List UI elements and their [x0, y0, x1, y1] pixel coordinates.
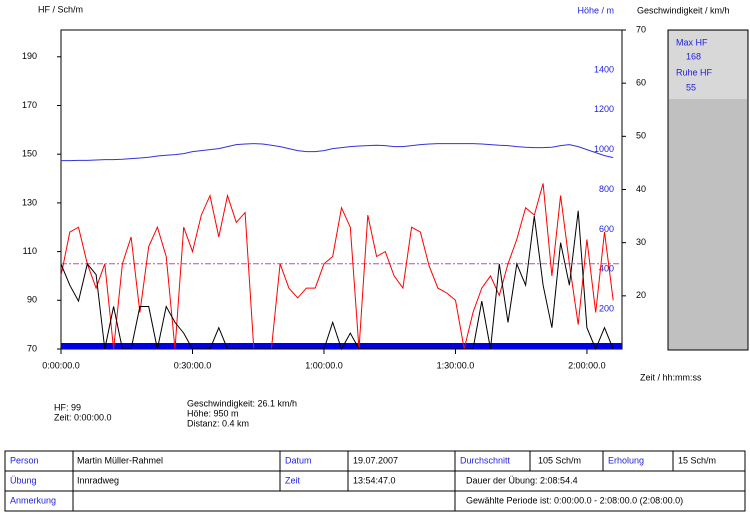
- y-tick-label: 150: [22, 149, 37, 159]
- panel-label: Max HF: [676, 37, 708, 47]
- y3-tick-label: 1200: [594, 104, 614, 114]
- table-cell: 13:54:47.0: [353, 475, 396, 485]
- y-axis-label: HF / Sch/m: [38, 4, 83, 14]
- series-line: [60, 183, 614, 350]
- y3-tick-label: 400: [599, 264, 614, 274]
- table-cell: Martin Müller-Rahmel: [77, 455, 163, 465]
- y-tick-label: 130: [22, 197, 37, 207]
- table-label: Person: [10, 455, 39, 465]
- table-cell: 15 Sch/m: [678, 455, 716, 465]
- table-cell: Innradweg: [77, 475, 119, 485]
- series-line: [61, 143, 614, 162]
- x-tick-label: 1:00:00.0: [305, 360, 343, 370]
- zone-bar: [61, 343, 622, 349]
- table-cell: Gewählte Periode ist: 0:00:00.0 - 2:08:0…: [466, 495, 683, 505]
- panel-label: Ruhe HF: [676, 67, 713, 77]
- y3-tick-label: 1400: [594, 64, 614, 74]
- y2-axis-label: Geschwindigkeit / km/h: [637, 5, 730, 15]
- info-table: [4, 450, 746, 512]
- cursor-info: Geschwindigkeit: 26.1 km/h: [187, 398, 297, 408]
- table-label: Anmerkung: [10, 495, 56, 505]
- y-tick-label: 110: [23, 246, 37, 256]
- y2-tick-label: 40: [636, 184, 646, 194]
- y2-tick-label: 60: [636, 78, 646, 88]
- y2-tick-label: 50: [636, 131, 646, 141]
- table-label: Übung: [10, 475, 37, 485]
- table-label: Durchschnitt: [460, 455, 511, 465]
- cursor-info: HF: 99: [54, 402, 81, 412]
- x-tick-label: 2:00:00.0: [568, 360, 606, 370]
- panel-value: 55: [686, 82, 696, 92]
- y2-tick-label: 70: [636, 24, 646, 34]
- panel-value: 168: [686, 51, 701, 61]
- y-tick-label: 70: [27, 343, 37, 353]
- cursor-info: Distanz: 0.4 km: [187, 418, 249, 428]
- side-panel-top: [669, 31, 747, 99]
- x-axis-label: Zeit / hh:mm:ss: [640, 372, 702, 382]
- y2-tick-label: 30: [636, 237, 646, 247]
- y-tick-label: 190: [22, 51, 37, 61]
- x-tick-label: 0:30:00.0: [174, 360, 212, 370]
- cursor-info: Höhe: 950 m: [187, 408, 239, 418]
- table-label: Zeit: [285, 475, 301, 485]
- series-line: [60, 210, 614, 351]
- y3-axis-label: Höhe / m: [577, 5, 614, 15]
- y-tick-label: 90: [27, 295, 37, 305]
- y2-tick-label: 20: [636, 290, 646, 300]
- y3-tick-label: 200: [599, 304, 614, 314]
- x-tick-label: 1:30:00.0: [437, 360, 475, 370]
- table-label: Datum: [285, 455, 312, 465]
- y3-tick-label: 1000: [594, 144, 614, 154]
- table-cell: 19.07.2007: [353, 455, 398, 465]
- table-cell: Dauer der Übung: 2:08:54.4: [466, 475, 578, 485]
- y3-tick-label: 600: [599, 224, 614, 234]
- y3-tick-label: 800: [599, 184, 614, 194]
- y-tick-label: 170: [22, 100, 37, 110]
- x-tick-label: 0:00:00.0: [42, 360, 80, 370]
- plot-area: [60, 29, 623, 350]
- table-label: Erholung: [608, 455, 644, 465]
- cursor-info: Zeit: 0:00:00.0: [54, 412, 112, 422]
- table-cell: 105 Sch/m: [538, 455, 581, 465]
